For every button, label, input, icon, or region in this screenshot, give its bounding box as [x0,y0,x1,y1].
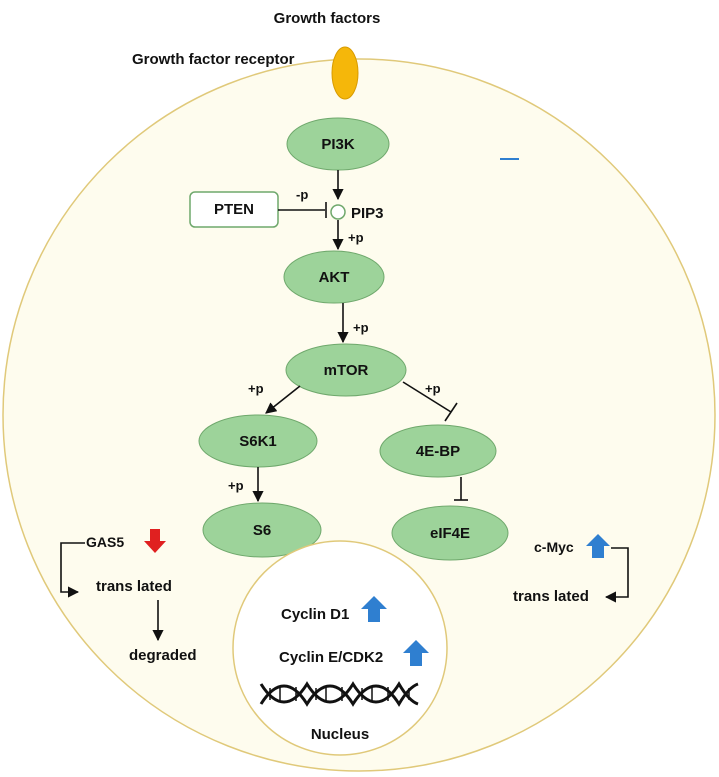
node-akt: AKT [283,250,385,304]
gas5-down-arrow-icon [144,529,166,553]
dna-helix-icon [259,681,419,707]
degraded-label: degraded [129,647,197,664]
growth-factors-label: Growth factors [274,10,381,27]
edge-pip3-akt-label: +p [348,230,364,245]
node-mtor: mTOR [285,343,407,397]
edge-pten-pip3 [278,202,327,218]
edge-cmyc-translated [604,547,629,603]
cyclin-e-up-arrow-icon [403,640,429,666]
edge-mtor-s6k1 [265,385,301,414]
node-eif4e: eIF4E [391,505,509,561]
growth-factor-receptor [331,46,359,100]
node-mtor-label: mTOR [324,362,369,379]
node-s6: S6 [202,502,322,558]
node-eif4e-label: eIF4E [430,525,470,542]
edge-mtor-s6k1-label: +p [248,381,264,396]
edge-gas5-translated [60,542,85,598]
edge-akt-mtor-label: +p [353,320,369,335]
edge-s6k1-s6-label: +p [228,478,244,493]
node-s6k1: S6K1 [198,414,318,468]
edge-4ebp-eif4e [454,477,468,501]
left-translated-label: trans lated [96,578,172,595]
cmyc-up-arrow-icon [586,534,610,558]
nucleus-label: Nucleus [311,726,369,743]
node-pip3-label: PIP3 [351,205,384,222]
node-pip3: PIP3 [330,204,384,222]
node-pten-label: PTEN [214,201,254,218]
edge-pten-pip3-label: -p [296,187,308,202]
node-4ebp-label: 4E-BP [416,443,460,460]
cyclin-d1-label: Cyclin D1 [281,606,349,623]
node-akt-label: AKT [319,269,350,286]
cyclin-d1-up-arrow-icon [361,596,387,622]
cell-membrane [2,58,716,772]
edge-mtor-4ebp-label: +p [425,381,441,396]
node-s6-label: S6 [253,522,271,539]
gas5-label: GAS5 [86,534,124,550]
right-translated-label: trans lated [513,588,589,605]
receptor-label: Growth factor receptor [132,51,295,68]
node-pten: PTEN [189,191,279,228]
node-s6k1-label: S6K1 [239,433,277,450]
node-pi3k-label: PI3K [321,136,355,153]
edge-mtor-4ebp [402,381,458,422]
node-pi3k: PI3K [286,117,390,171]
node-4ebp: 4E-BP [379,424,497,478]
cyclin-e-label: Cyclin E/CDK2 [279,649,383,666]
cmyc-label: c-Myc [534,539,574,555]
